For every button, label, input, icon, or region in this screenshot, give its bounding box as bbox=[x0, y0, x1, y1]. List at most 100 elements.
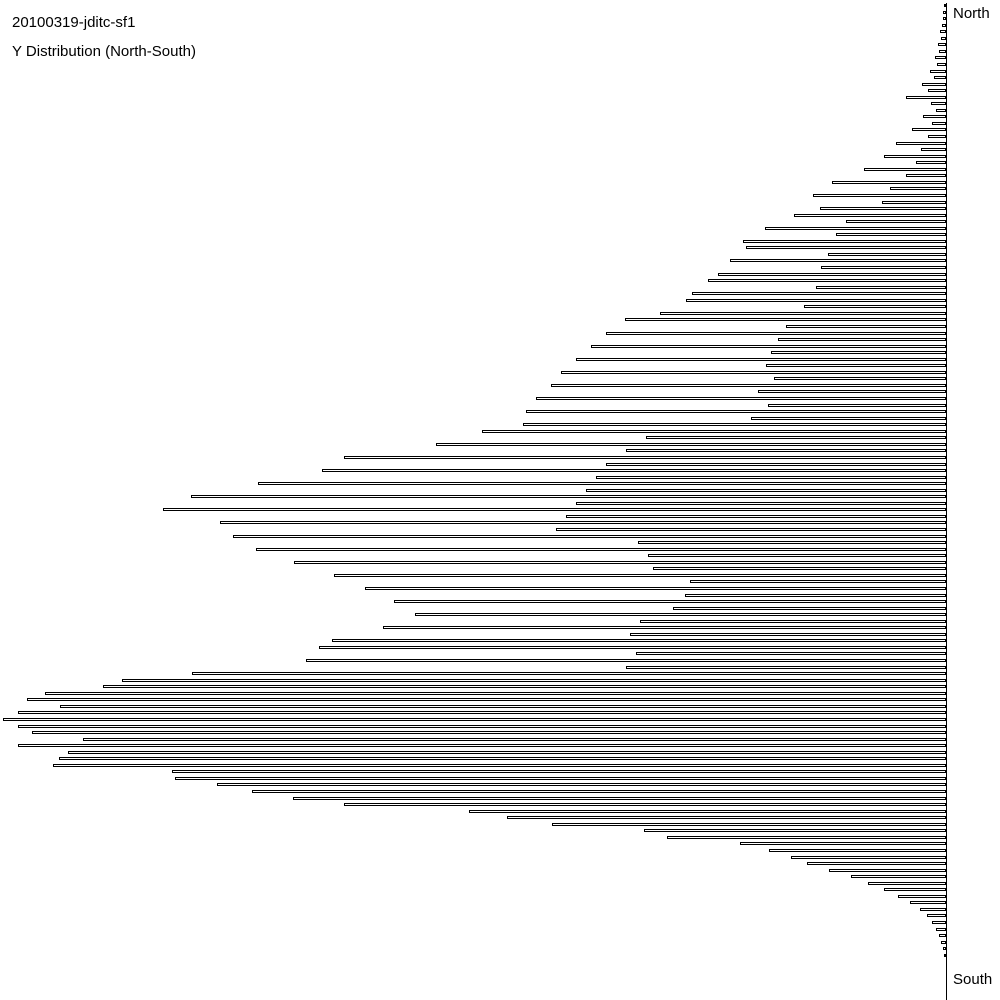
bar bbox=[576, 501, 946, 505]
bar bbox=[751, 416, 946, 420]
bar bbox=[927, 914, 946, 918]
y-axis-line bbox=[946, 3, 947, 1000]
bar bbox=[394, 600, 946, 603]
bar bbox=[936, 927, 946, 931]
bar bbox=[938, 43, 946, 47]
bar bbox=[625, 318, 946, 322]
bar bbox=[774, 377, 946, 381]
bar bbox=[220, 521, 946, 525]
bar bbox=[813, 193, 946, 197]
bar bbox=[921, 148, 946, 152]
bar bbox=[365, 586, 946, 590]
bar bbox=[940, 30, 946, 34]
bar bbox=[551, 383, 946, 387]
bar bbox=[319, 645, 946, 649]
bar bbox=[45, 691, 946, 695]
bar bbox=[252, 790, 946, 793]
bar bbox=[906, 174, 946, 178]
bar bbox=[482, 429, 946, 433]
bar bbox=[941, 36, 946, 40]
bar bbox=[536, 397, 946, 400]
bar bbox=[931, 102, 946, 106]
bar bbox=[576, 357, 946, 361]
bar bbox=[934, 76, 946, 79]
bar bbox=[685, 593, 946, 597]
bar bbox=[322, 469, 946, 473]
bar bbox=[638, 541, 946, 545]
bar bbox=[746, 246, 946, 250]
bar bbox=[791, 855, 946, 859]
bar bbox=[943, 10, 946, 14]
bar bbox=[836, 233, 946, 237]
bar bbox=[18, 711, 946, 715]
bar bbox=[32, 731, 946, 734]
bar bbox=[851, 875, 946, 879]
bar bbox=[18, 724, 946, 728]
bar bbox=[192, 672, 946, 676]
bar bbox=[53, 763, 946, 767]
bar bbox=[943, 17, 946, 21]
bar bbox=[944, 4, 946, 7]
bar bbox=[890, 187, 946, 191]
bar bbox=[769, 848, 946, 852]
bar bbox=[644, 829, 946, 833]
bar bbox=[596, 475, 946, 479]
bar bbox=[122, 678, 946, 682]
bar bbox=[646, 436, 946, 440]
bar bbox=[18, 744, 946, 748]
bar bbox=[626, 665, 946, 669]
bar bbox=[898, 894, 946, 898]
bar bbox=[566, 514, 946, 518]
bar bbox=[718, 272, 946, 276]
bar bbox=[942, 23, 946, 27]
bar bbox=[27, 698, 946, 702]
bar bbox=[83, 737, 946, 741]
bar bbox=[864, 167, 946, 171]
bar bbox=[708, 279, 946, 283]
bar bbox=[233, 534, 946, 538]
bar bbox=[163, 508, 946, 512]
bar bbox=[172, 770, 946, 774]
bar bbox=[868, 881, 946, 885]
bar bbox=[912, 128, 946, 132]
bar bbox=[332, 639, 946, 643]
bar bbox=[556, 528, 946, 531]
bar bbox=[561, 370, 946, 374]
bar bbox=[930, 69, 946, 73]
title-block: 20100319-jditc-sf1 Y Distribution (North… bbox=[12, 8, 196, 66]
bar bbox=[306, 659, 946, 662]
bar bbox=[606, 331, 946, 335]
bar bbox=[293, 796, 946, 800]
bar bbox=[846, 220, 946, 224]
bar bbox=[630, 632, 946, 636]
bar bbox=[436, 442, 946, 446]
bar bbox=[766, 364, 946, 368]
bar bbox=[923, 115, 946, 119]
bar bbox=[807, 862, 946, 865]
bar bbox=[103, 685, 946, 689]
bar bbox=[920, 907, 946, 911]
bar bbox=[640, 619, 946, 623]
bar bbox=[383, 626, 946, 630]
bar bbox=[939, 934, 946, 938]
bar bbox=[943, 947, 946, 951]
bar bbox=[692, 292, 946, 296]
bar bbox=[344, 803, 946, 807]
bar bbox=[932, 921, 946, 924]
bar bbox=[660, 311, 946, 315]
bar bbox=[673, 606, 946, 610]
bar bbox=[935, 56, 946, 60]
bar bbox=[667, 835, 946, 839]
bar bbox=[765, 226, 946, 230]
bar bbox=[829, 868, 946, 872]
bar bbox=[217, 783, 946, 787]
bar bbox=[344, 455, 946, 459]
bar bbox=[626, 449, 946, 453]
bar bbox=[941, 940, 946, 944]
bar bbox=[469, 809, 946, 813]
bar bbox=[820, 207, 946, 210]
bar bbox=[786, 324, 946, 328]
bar bbox=[690, 580, 946, 584]
bar bbox=[507, 816, 946, 820]
